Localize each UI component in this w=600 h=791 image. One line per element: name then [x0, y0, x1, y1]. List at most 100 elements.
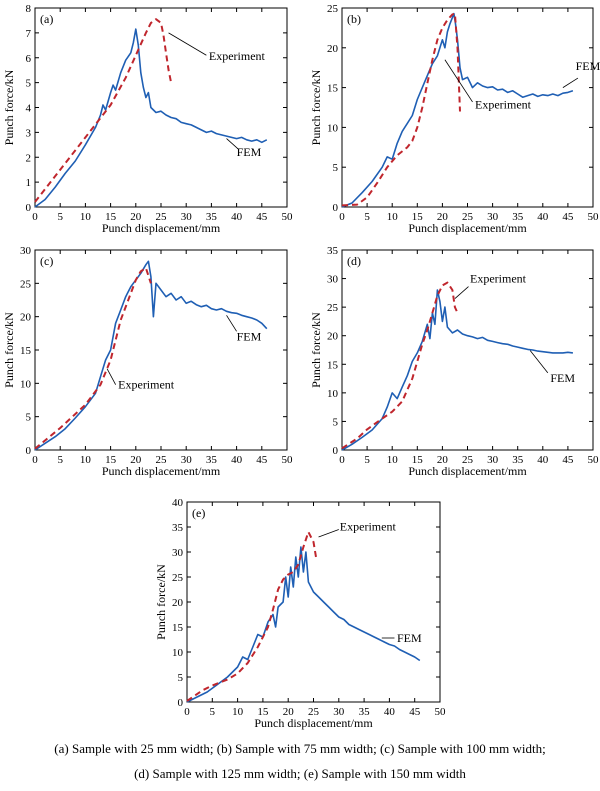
plot-frame: [341, 249, 594, 451]
y-axis-label: Punch force/kN: [2, 312, 16, 388]
x-tick-label: 45: [256, 454, 268, 466]
x-tick-label: 30: [487, 454, 499, 466]
annotation-fem: FEM: [237, 145, 262, 159]
annotation-leader-line: [444, 59, 473, 103]
y-tick-label: 10: [172, 647, 184, 659]
annotation-fem: FEM: [237, 330, 262, 344]
y-tick-label: 10: [20, 378, 32, 390]
y-tick-label: 0: [333, 202, 339, 214]
x-tick-label: 0: [184, 706, 190, 718]
x-tick-label: 10: [80, 454, 92, 466]
y-tick-label: 10: [327, 388, 339, 400]
plot-frame: [186, 501, 441, 703]
x-tick-label: 40: [384, 706, 396, 718]
x-tick-label: 5: [364, 454, 370, 466]
x-tick-label: 5: [210, 706, 216, 718]
x-axis-label: Punch displacement/mm: [102, 221, 221, 235]
x-tick-label: 50: [282, 454, 294, 466]
annotation-leader-line: [168, 32, 207, 56]
x-tick-label: 10: [80, 211, 92, 223]
y-tick-label: 30: [327, 274, 339, 286]
y-tick-label: 1: [26, 177, 32, 189]
y-tick-label: 10: [327, 122, 339, 134]
x-tick-label: 35: [359, 706, 371, 718]
x-tick-label: 35: [512, 454, 524, 466]
y-tick-label: 0: [333, 445, 339, 457]
y-tick-label: 30: [20, 245, 32, 257]
x-tick-label: 10: [387, 454, 399, 466]
y-tick-label: 15: [20, 345, 32, 357]
x-tick-label: 50: [282, 211, 294, 223]
x-axis-label: Punch displacement/mm: [102, 464, 221, 478]
x-axis-label: Punch displacement/mm: [408, 464, 527, 478]
annotation-leader-line: [106, 368, 116, 385]
x-tick-label: 15: [412, 454, 424, 466]
y-tick-label: 40: [172, 497, 184, 509]
annotation-leader-line: [529, 350, 549, 374]
y-axis-label: Punch force/kN: [309, 69, 323, 145]
plot-frame: [34, 7, 288, 208]
x-tick-label: 45: [409, 706, 421, 718]
x-tick-label: 30: [487, 211, 499, 223]
x-tick-label: 35: [206, 454, 218, 466]
x-tick-label: 30: [181, 454, 193, 466]
experiment-series-line: [341, 12, 461, 207]
fem-series-line: [34, 260, 268, 451]
y-tick-label: 5: [333, 416, 339, 428]
y-tick-label: 20: [327, 43, 339, 55]
y-axis-label: Punch force/kN: [2, 69, 16, 145]
y-tick-label: 3: [26, 127, 32, 139]
annotation-leader-line: [318, 529, 339, 538]
y-tick-label: 20: [327, 331, 339, 343]
experiment-series-line: [34, 267, 152, 450]
panel-label: (b): [347, 12, 361, 26]
annotation-experiment: Experiment: [475, 97, 532, 111]
fem-series-line: [341, 12, 574, 208]
x-tick-label: 25: [156, 211, 168, 223]
x-tick-label: 20: [437, 211, 449, 223]
x-tick-label: 15: [105, 454, 117, 466]
x-tick-label: 50: [435, 706, 447, 718]
y-tick-label: 5: [178, 672, 184, 684]
experiment-series-line: [34, 18, 173, 203]
y-tick-label: 20: [20, 312, 32, 324]
chart-e: 0 5 10 15 20 25 30 35 40 45 50 0 5 10 15 20 25 30 35 40 Punc…: [154, 497, 446, 730]
panel-label: (e): [192, 506, 205, 520]
panel-label: (d): [347, 254, 361, 268]
x-tick-label: 30: [333, 706, 345, 718]
y-tick-label: 20: [172, 597, 184, 609]
x-tick-label: 20: [437, 454, 449, 466]
annotation-experiment: Experiment: [470, 272, 527, 286]
x-tick-label: 0: [339, 211, 345, 223]
y-tick-label: 15: [327, 359, 339, 371]
plot-frame: [341, 7, 594, 208]
x-tick-label: 5: [364, 211, 370, 223]
y-tick-label: 25: [20, 278, 32, 290]
x-tick-label: 50: [588, 454, 600, 466]
y-tick-label: 5: [333, 162, 339, 174]
y-tick-label: 35: [327, 245, 339, 257]
x-tick-label: 35: [512, 211, 524, 223]
y-tick-label: 5: [26, 412, 32, 424]
x-tick-label: 25: [308, 706, 320, 718]
x-axis-label: Punch displacement/mm: [254, 716, 373, 730]
y-tick-label: 0: [26, 445, 32, 457]
x-tick-label: 40: [537, 211, 549, 223]
y-tick-label: 25: [327, 3, 339, 15]
y-tick-label: 25: [327, 302, 339, 314]
y-tick-label: 25: [172, 572, 184, 584]
annotation-leader-line: [226, 315, 237, 332]
x-tick-label: 0: [32, 454, 38, 466]
chart-d: 0 5 10 15 20 25 30 35 40 45 5005101520253035Punch …: [309, 245, 599, 478]
y-tick-label: 8: [26, 3, 32, 15]
experiment-series-line: [186, 531, 317, 702]
x-tick-label: 20: [130, 454, 142, 466]
x-tick-label: 15: [412, 211, 424, 223]
x-tick-label: 20: [283, 706, 295, 718]
x-tick-label: 45: [256, 211, 268, 223]
annotation-fem: FEM: [576, 59, 600, 73]
x-tick-label: 35: [206, 211, 218, 223]
panel-label: (c): [40, 254, 53, 268]
